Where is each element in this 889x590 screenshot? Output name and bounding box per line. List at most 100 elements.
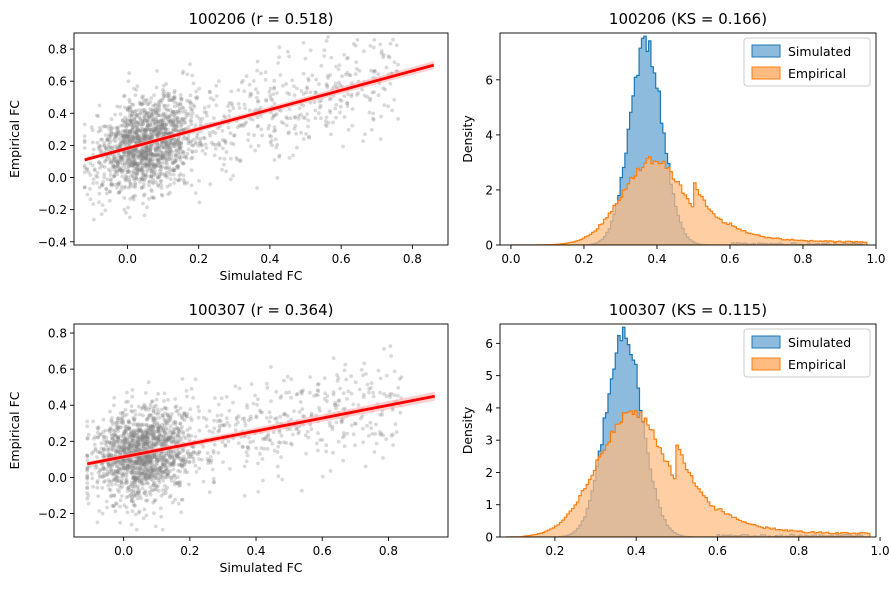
scatter-point <box>143 440 148 445</box>
scatter-point <box>167 145 172 150</box>
scatter-point <box>160 120 165 125</box>
scatter-point <box>174 109 179 114</box>
scatter-point <box>190 73 195 78</box>
scatter-point <box>114 132 118 136</box>
scatter-point <box>120 162 125 167</box>
y-tick-label: −0.2 <box>38 203 67 217</box>
scatter-point <box>156 391 161 396</box>
scatter-point <box>312 100 317 105</box>
scatter-point <box>180 465 185 469</box>
scatter-point <box>276 444 281 449</box>
scatter-point <box>137 471 142 475</box>
scatter-point <box>233 423 238 427</box>
scatter-point <box>165 472 170 477</box>
scatter-point <box>368 420 373 425</box>
scatter-point <box>124 412 129 417</box>
scatter-point <box>152 468 157 472</box>
scatter-point <box>123 165 127 170</box>
chart-title: 100206 (r = 0.518) <box>189 10 334 28</box>
scatter-point <box>172 463 176 467</box>
scatter-point <box>154 117 159 122</box>
scatter-point <box>263 70 268 75</box>
scatter-point <box>294 131 298 136</box>
scatter-point <box>131 154 136 158</box>
scatter-point <box>245 405 250 410</box>
scatter-point <box>129 117 134 122</box>
scatter-point <box>105 472 110 477</box>
scatter-point <box>140 136 145 141</box>
scatter-point <box>128 431 133 436</box>
scatter-point <box>180 155 185 159</box>
scatter-point <box>115 158 120 163</box>
scatter-point <box>390 108 394 113</box>
scatter-point <box>163 131 168 136</box>
scatter-point <box>186 137 190 142</box>
scatter-point <box>187 482 191 487</box>
scatter-point <box>135 490 140 495</box>
scatter-point <box>192 104 197 109</box>
scatter-point <box>144 465 148 470</box>
scatter-point <box>156 146 161 151</box>
scatter-point <box>190 149 195 154</box>
scatter-point <box>129 433 133 438</box>
scatter-point <box>141 444 146 449</box>
scatter-point <box>133 483 138 487</box>
scatter-point <box>115 469 120 474</box>
scatter-point <box>277 55 281 60</box>
scatter-point <box>161 455 166 459</box>
scatter-point <box>144 150 149 155</box>
scatter-point <box>148 145 153 150</box>
scatter-point <box>272 87 276 91</box>
scatter-point <box>156 113 161 118</box>
scatter-point <box>164 116 169 121</box>
scatter-point <box>157 107 162 112</box>
scatter-point <box>141 201 145 206</box>
scatter-point <box>366 433 371 438</box>
scatter-point <box>136 129 141 134</box>
scatter-point <box>144 113 149 117</box>
scatter-point <box>148 428 152 433</box>
scatter-point <box>165 145 170 149</box>
scatter-point <box>130 409 135 414</box>
scatter-point <box>104 466 109 471</box>
scatter-point <box>145 127 150 131</box>
scatter-point <box>195 134 200 138</box>
scatter-point <box>126 175 131 180</box>
scatter-point <box>161 156 166 161</box>
scatter-point <box>277 430 282 435</box>
scatter-point <box>183 115 188 120</box>
scatter-point <box>183 470 187 474</box>
scatter-point <box>168 437 173 442</box>
scatter-point <box>279 120 284 124</box>
scatter-point <box>237 123 242 128</box>
scatter-point <box>247 418 251 422</box>
scatter-point <box>143 150 148 155</box>
scatter-point <box>148 123 153 128</box>
scatter-point <box>110 503 115 508</box>
scatter-point <box>111 164 116 168</box>
scatter-point <box>105 439 109 443</box>
y-tick-label: 0.2 <box>48 139 67 153</box>
scatter-point <box>342 444 347 448</box>
scatter-point <box>199 142 204 147</box>
scatter-point <box>157 127 162 132</box>
scatter-point <box>128 134 132 139</box>
scatter-point <box>142 213 147 218</box>
scatter-point <box>164 139 169 144</box>
scatter-point <box>82 170 87 175</box>
scatter-point <box>123 105 127 110</box>
scatter-point <box>118 168 122 173</box>
scatter-point <box>244 450 249 454</box>
scatter-point <box>102 447 106 451</box>
scatter-point <box>138 447 143 451</box>
scatter-point <box>174 404 179 409</box>
scatter-point <box>103 428 108 433</box>
scatter-point <box>286 49 290 54</box>
scatter-point <box>133 512 138 517</box>
scatter-point <box>372 68 377 73</box>
scatter-point <box>223 444 228 448</box>
scatter-point <box>152 173 156 178</box>
scatter-point <box>177 145 182 150</box>
scatter-point <box>140 170 144 175</box>
scatter-point <box>135 133 140 138</box>
